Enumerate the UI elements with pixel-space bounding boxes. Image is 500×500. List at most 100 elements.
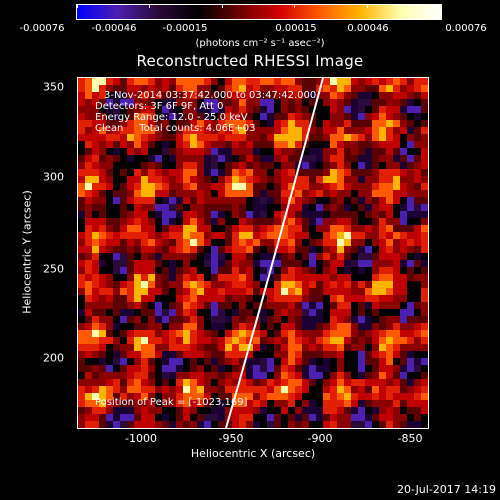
image-pixel	[204, 393, 211, 400]
image-pixel	[162, 134, 169, 141]
image-pixel	[78, 379, 85, 386]
image-pixel	[99, 344, 106, 351]
image-pixel	[134, 274, 141, 281]
image-pixel	[183, 155, 190, 162]
image-pixel	[365, 106, 372, 113]
image-pixel	[316, 281, 323, 288]
image-pixel	[302, 274, 309, 281]
image-pixel	[288, 85, 295, 92]
image-pixel	[190, 267, 197, 274]
image-pixel	[323, 190, 330, 197]
image-pixel	[323, 120, 330, 127]
image-pixel	[155, 337, 162, 344]
image-pixel	[176, 274, 183, 281]
image-pixel	[393, 379, 400, 386]
image-pixel	[330, 414, 337, 421]
image-pixel	[197, 323, 204, 330]
image-pixel	[106, 386, 113, 393]
image-pixel	[246, 253, 253, 260]
image-pixel	[162, 197, 169, 204]
image-pixel	[113, 330, 120, 337]
image-pixel	[134, 323, 141, 330]
image-pixel	[372, 155, 379, 162]
image-pixel	[155, 400, 162, 407]
image-pixel	[85, 316, 92, 323]
image-pixel	[204, 421, 211, 428]
image-pixel	[148, 344, 155, 351]
image-pixel	[232, 169, 239, 176]
image-pixel	[351, 155, 358, 162]
image-pixel	[134, 204, 141, 211]
image-pixel	[92, 120, 99, 127]
image-pixel	[267, 113, 274, 120]
image-pixel	[267, 393, 274, 400]
image-pixel	[414, 337, 421, 344]
image-pixel	[267, 323, 274, 330]
image-pixel	[183, 127, 190, 134]
image-pixel	[274, 134, 281, 141]
image-pixel	[246, 246, 253, 253]
image-pixel	[197, 190, 204, 197]
image-pixel	[99, 372, 106, 379]
image-pixel	[379, 197, 386, 204]
image-pixel	[169, 197, 176, 204]
image-pixel	[78, 281, 85, 288]
image-pixel	[162, 190, 169, 197]
image-pixel	[85, 344, 92, 351]
image-pixel	[211, 92, 218, 99]
image-pixel	[379, 120, 386, 127]
image-pixel	[393, 141, 400, 148]
image-pixel	[323, 351, 330, 358]
image-pixel	[232, 281, 239, 288]
image-pixel	[407, 393, 414, 400]
image-pixel	[218, 330, 225, 337]
image-pixel	[204, 176, 211, 183]
image-pixel	[134, 407, 141, 414]
image-pixel	[393, 190, 400, 197]
image-pixel	[197, 120, 204, 127]
image-pixel	[127, 274, 134, 281]
image-pixel	[134, 225, 141, 232]
image-pixel	[288, 337, 295, 344]
image-pixel	[232, 414, 239, 421]
image-pixel	[253, 323, 260, 330]
image-pixel	[204, 260, 211, 267]
image-pixel	[351, 148, 358, 155]
image-pixel	[190, 218, 197, 225]
image-pixel	[330, 232, 337, 239]
image-pixel	[267, 330, 274, 337]
image-pixel	[351, 106, 358, 113]
image-pixel	[267, 414, 274, 421]
image-pixel	[414, 155, 421, 162]
image-pixel	[92, 365, 99, 372]
image-pixel	[106, 218, 113, 225]
image-pixel	[365, 260, 372, 267]
image-pixel	[92, 421, 99, 428]
image-pixel	[246, 169, 253, 176]
image-pixel	[330, 134, 337, 141]
image-pixel	[288, 414, 295, 421]
image-pixel	[120, 386, 127, 393]
image-pixel	[106, 134, 113, 141]
image-pixel	[386, 295, 393, 302]
image-pixel	[190, 400, 197, 407]
image-pixel	[400, 155, 407, 162]
image-pixel	[169, 85, 176, 92]
image-pixel	[85, 407, 92, 414]
image-pixel	[134, 113, 141, 120]
image-pixel	[127, 141, 134, 148]
image-pixel	[295, 302, 302, 309]
image-pixel	[176, 99, 183, 106]
image-pixel	[120, 260, 127, 267]
image-pixel	[393, 169, 400, 176]
image-pixel	[393, 106, 400, 113]
image-pixel	[85, 421, 92, 428]
image-pixel	[421, 358, 428, 365]
image-pixel	[372, 400, 379, 407]
image-pixel	[337, 99, 344, 106]
image-pixel	[141, 365, 148, 372]
image-pixel	[330, 309, 337, 316]
image-pixel	[232, 330, 239, 337]
image-pixel	[78, 197, 85, 204]
image-pixel	[393, 337, 400, 344]
